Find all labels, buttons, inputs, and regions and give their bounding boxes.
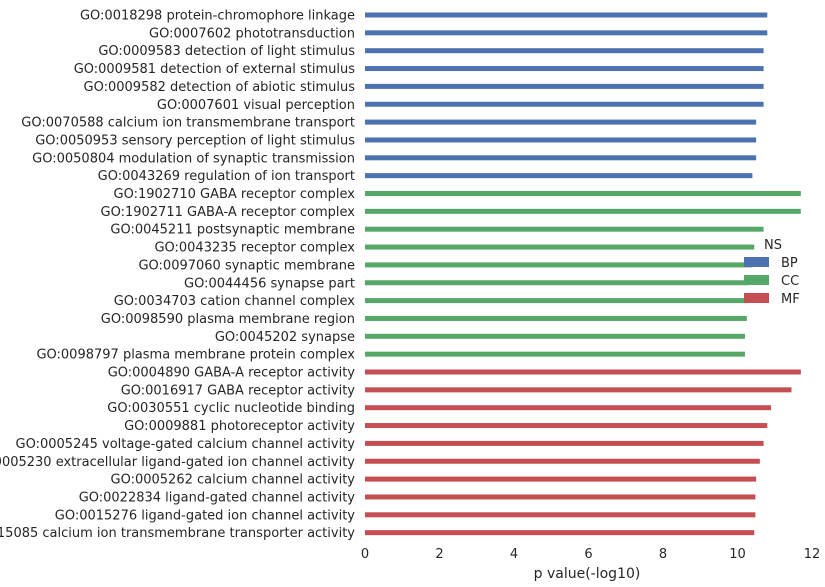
category-label: GO:0015085 calcium ion transmembrane tra… [0,526,355,541]
category-label: GO:0009582 detection of abiotic stimulus [84,80,356,95]
x-tick-label: 10 [729,547,746,562]
category-label: GO:0022834 ligand-gated channel activity [79,490,356,505]
bar-mf-1 [365,387,792,393]
category-label: GO:0098797 plasma membrane protein compl… [36,348,355,363]
legend-swatch-cc [744,275,769,285]
category-label: GO:0070588 calcium ion transmembrane tra… [21,116,355,131]
legend-title: NS [764,238,782,253]
legend-label-mf: MF [781,292,800,307]
bar-cc-8 [365,333,745,339]
legend-swatch-mf [744,293,769,303]
bar-mf-9 [365,530,755,536]
legend: NS BP CC MF [744,238,800,307]
bar-bp-0 [365,12,768,18]
bar-cc-2 [365,226,764,232]
x-tick-label: 6 [584,547,592,562]
category-label: GO:0098590 plasma membrane region [101,312,355,327]
bar-cc-0 [365,191,801,196]
bar-bp-1 [365,30,768,36]
category-label: GO:0007601 visual perception [157,98,355,113]
bar-cc-3 [365,244,755,250]
category-label: GO:0005245 voltage-gated calcium channel… [16,437,356,452]
bar-bp-9 [365,173,753,179]
bar-mf-7 [365,494,756,500]
bar-cc-7 [365,315,747,321]
bar-mf-3 [365,423,768,429]
category-label: GO:0009583 detection of light stimulus [98,44,355,59]
bar-cc-4 [365,262,753,268]
bar-mf-0 [365,369,801,375]
category-label: GO:0097060 synaptic membrane [138,258,355,273]
category-label: GO:0050953 sensory perception of light s… [35,133,355,148]
x-tick-label: 2 [435,547,443,562]
bar-mf-5 [365,458,760,464]
category-label: GO:0050804 modulation of synaptic transm… [32,151,355,166]
bar-bp-3 [365,66,764,72]
bar-group [365,12,801,536]
bar-mf-4 [365,440,764,446]
legend-label-cc: CC [781,274,799,289]
category-label: GO:0030551 cyclic nucleotide binding [107,401,355,416]
category-label: GO:0016917 GABA receptor activity [121,383,356,398]
bar-cc-1 [365,208,801,214]
bar-mf-6 [365,476,757,482]
category-label: GO:0009581 detection of external stimulu… [74,62,356,77]
bar-bp-6 [365,119,757,125]
category-label: GO:0004890 GABA-A receptor activity [108,366,356,381]
bar-bp-5 [365,101,764,107]
category-label: GO:0007602 phototransduction [149,26,355,41]
bar-bp-7 [365,137,757,143]
category-label: GO:0043235 receptor complex [154,241,355,256]
category-label: GO:0044456 synapse part [184,276,355,291]
category-label: GO:0005262 calcium channel activity [111,473,356,488]
x-tick-label: 0 [361,547,369,562]
bar-bp-2 [365,48,764,54]
category-label: GO:0015276 ligand-gated ion channel acti… [55,508,356,523]
legend-label-bp: BP [781,256,798,271]
x-tick-label: 12 [804,547,821,562]
bar-cc-5 [365,280,749,286]
category-label: GO:0005230 extracellular ligand-gated io… [0,455,355,470]
bar-mf-8 [365,512,756,518]
category-label: GO:0034703 cation channel complex [114,294,356,309]
category-label: GO:0009881 photoreceptor activity [124,419,355,434]
bar-cc-9 [365,351,745,357]
category-label: GO:1902710 GABA receptor complex [114,187,356,202]
bar-bp-8 [365,155,757,161]
x-tick-label: 8 [659,547,667,562]
bar-cc-6 [365,298,747,304]
category-label: GO:1902711 GABA-A receptor complex [101,205,356,220]
bar-mf-2 [365,405,772,411]
category-label: GO:0043269 regulation of ion transport [98,169,355,184]
legend-swatch-bp [744,257,769,267]
category-label: GO:0018298 protein-chromophore linkage [80,9,355,24]
x-axis-label: p value(-log10) [534,566,641,582]
category-labels: GO:0018298 protein-chromophore linkage GO… [0,9,355,542]
x-tick-label: 4 [510,547,518,562]
category-label: GO:0045202 synapse [215,330,355,345]
category-label: GO:0045211 postsynaptic membrane [110,223,355,238]
bar-bp-4 [365,83,764,89]
x-axis-ticks: 0 2 4 6 8 10 12 [361,547,820,562]
